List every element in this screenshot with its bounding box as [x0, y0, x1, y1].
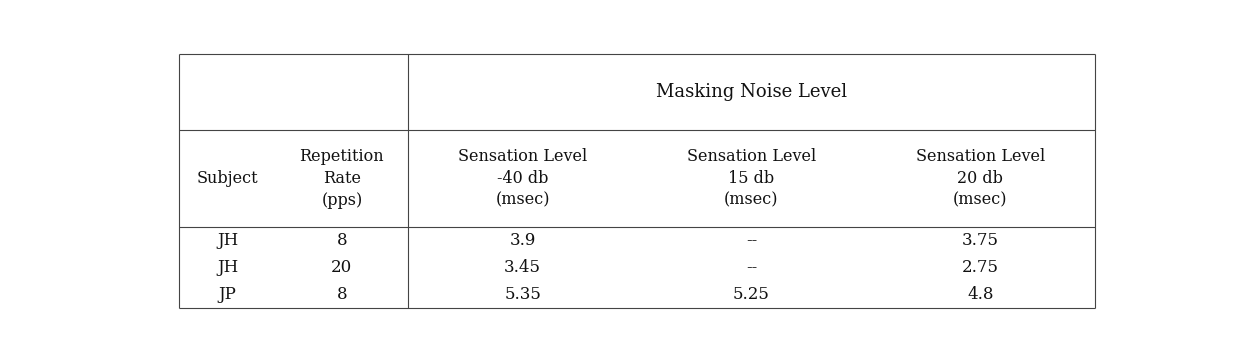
Text: 8: 8 — [337, 232, 347, 249]
Text: JH: JH — [216, 259, 239, 276]
Text: Sensation Level
-40 db
(msec): Sensation Level -40 db (msec) — [457, 149, 587, 209]
Text: Sensation Level
15 db
(msec): Sensation Level 15 db (msec) — [687, 149, 817, 209]
Text: --: -- — [746, 232, 757, 249]
Text: 3.45: 3.45 — [505, 259, 541, 276]
Text: Repetition
Rate
(pps): Repetition Rate (pps) — [300, 149, 384, 209]
Text: 5.25: 5.25 — [733, 286, 769, 303]
Text: 20: 20 — [332, 259, 353, 276]
Text: --: -- — [746, 259, 757, 276]
Text: 3.75: 3.75 — [962, 232, 998, 249]
Text: 5.35: 5.35 — [505, 286, 541, 303]
Text: Sensation Level
20 db
(msec): Sensation Level 20 db (msec) — [916, 149, 1045, 209]
Text: Subject: Subject — [196, 170, 259, 187]
Text: JH: JH — [216, 232, 239, 249]
Text: Masking Noise Level: Masking Noise Level — [656, 83, 846, 101]
Text: 4.8: 4.8 — [967, 286, 993, 303]
Text: JP: JP — [219, 286, 236, 303]
Text: 8: 8 — [337, 286, 347, 303]
Text: 2.75: 2.75 — [962, 259, 998, 276]
Text: 3.9: 3.9 — [510, 232, 536, 249]
